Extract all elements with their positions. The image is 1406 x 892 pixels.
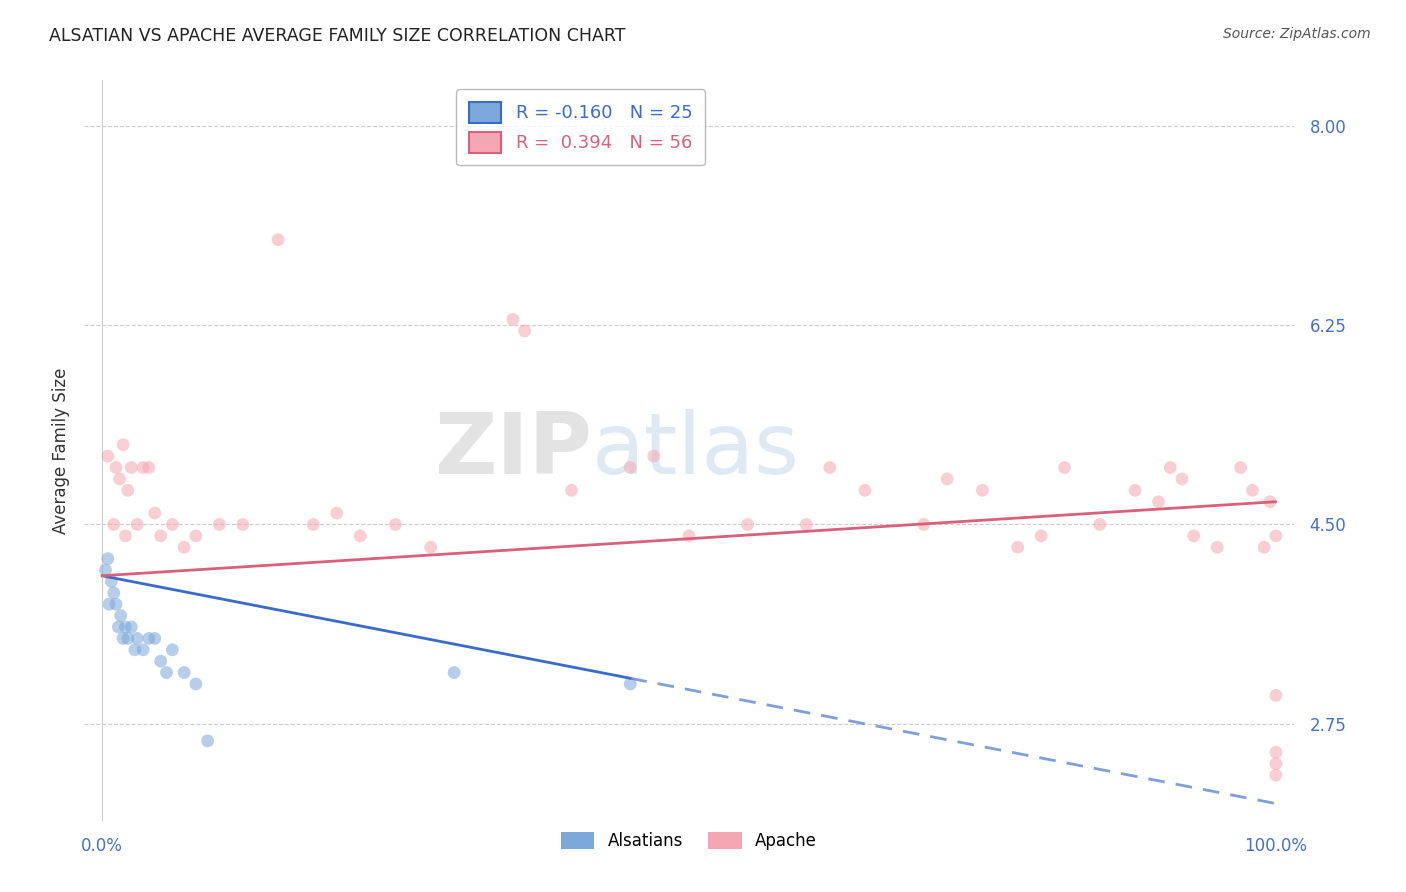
Point xyxy=(232,517,254,532)
Point xyxy=(184,529,207,543)
Point xyxy=(349,529,371,543)
Point xyxy=(208,517,231,532)
Point xyxy=(1123,483,1146,498)
Point xyxy=(197,734,219,748)
Point xyxy=(1206,541,1229,555)
Point xyxy=(98,597,121,611)
Point xyxy=(162,517,184,532)
Point xyxy=(1241,483,1264,498)
Point xyxy=(302,517,325,532)
Point xyxy=(1029,529,1052,543)
Point xyxy=(1264,745,1286,759)
Y-axis label: Average Family Size: Average Family Size xyxy=(52,368,70,533)
Point xyxy=(936,472,959,486)
Point xyxy=(110,608,132,623)
Point xyxy=(1264,768,1286,782)
Point xyxy=(1088,517,1111,532)
Point xyxy=(1147,494,1170,508)
Point xyxy=(1253,541,1275,555)
Point xyxy=(1264,689,1286,703)
Point xyxy=(643,449,665,463)
Text: ALSATIAN VS APACHE AVERAGE FAMILY SIZE CORRELATION CHART: ALSATIAN VS APACHE AVERAGE FAMILY SIZE C… xyxy=(49,27,626,45)
Point xyxy=(737,517,759,532)
Point xyxy=(1258,494,1281,508)
Point xyxy=(120,620,142,634)
Point xyxy=(513,324,536,338)
Point xyxy=(1264,529,1286,543)
Point xyxy=(149,654,172,668)
Point xyxy=(1182,529,1205,543)
Point xyxy=(103,517,125,532)
Point xyxy=(267,233,290,247)
Point xyxy=(120,460,142,475)
Point xyxy=(184,677,207,691)
Point xyxy=(502,312,524,326)
Point xyxy=(384,517,406,532)
Point xyxy=(419,541,441,555)
Point xyxy=(132,460,155,475)
Point xyxy=(114,620,136,634)
Point xyxy=(105,460,128,475)
Point xyxy=(912,517,935,532)
Point xyxy=(117,632,139,646)
Point xyxy=(1159,460,1181,475)
Text: atlas: atlas xyxy=(592,409,800,492)
Point xyxy=(162,642,184,657)
Point xyxy=(149,529,172,543)
Point xyxy=(112,438,135,452)
Point xyxy=(138,632,160,646)
Point xyxy=(143,632,166,646)
Point xyxy=(117,483,139,498)
Point xyxy=(127,517,149,532)
Point xyxy=(1264,756,1286,771)
Point xyxy=(326,506,349,520)
Point xyxy=(678,529,700,543)
Point xyxy=(97,551,120,566)
Point xyxy=(794,517,817,532)
Point xyxy=(107,620,129,634)
Point xyxy=(972,483,994,498)
Point xyxy=(103,586,125,600)
Point xyxy=(138,460,160,475)
Point xyxy=(443,665,465,680)
Point xyxy=(173,665,195,680)
Text: ZIP: ZIP xyxy=(434,409,592,492)
Point xyxy=(1229,460,1251,475)
Point xyxy=(105,597,128,611)
Text: Source: ZipAtlas.com: Source: ZipAtlas.com xyxy=(1223,27,1371,41)
Point xyxy=(112,632,135,646)
Point xyxy=(1171,472,1194,486)
Point xyxy=(124,642,146,657)
Point xyxy=(114,529,136,543)
Point xyxy=(108,472,131,486)
Point xyxy=(97,449,120,463)
Point xyxy=(127,632,149,646)
Point xyxy=(143,506,166,520)
Point xyxy=(155,665,177,680)
Point xyxy=(818,460,841,475)
Point xyxy=(100,574,122,589)
Point xyxy=(173,541,195,555)
Point xyxy=(1007,541,1029,555)
Point xyxy=(853,483,876,498)
Point xyxy=(132,642,155,657)
Point xyxy=(1053,460,1076,475)
Point xyxy=(619,460,641,475)
Point xyxy=(619,677,641,691)
Point xyxy=(561,483,583,498)
Legend: Alsatians, Apache: Alsatians, Apache xyxy=(554,825,824,856)
Point xyxy=(94,563,117,577)
